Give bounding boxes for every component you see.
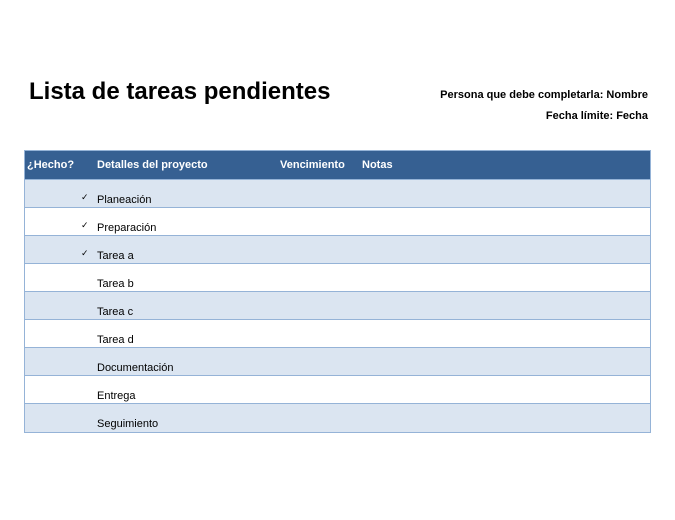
table-row[interactable]: ✓ Planeación bbox=[25, 180, 650, 208]
due-date-line[interactable]: Fecha límite: Fecha bbox=[545, 110, 648, 122]
checkmark-icon[interactable]: ✓ bbox=[81, 192, 89, 202]
checkmark-icon[interactable]: ✓ bbox=[81, 248, 89, 258]
task-name: Preparación bbox=[97, 222, 157, 234]
header-done: ¿Hecho? bbox=[27, 159, 75, 171]
table-row[interactable]: Tarea d bbox=[25, 320, 650, 348]
table-row[interactable]: Entrega bbox=[25, 376, 650, 404]
header-project-details: Detalles del proyecto bbox=[97, 159, 208, 171]
owner-line[interactable]: Persona que debe completarla: Nombre bbox=[440, 89, 648, 101]
task-name: Tarea a bbox=[97, 250, 134, 262]
task-name: Entrega bbox=[97, 390, 136, 402]
table-row[interactable]: Documentación bbox=[25, 348, 650, 376]
table-row[interactable]: Seguimiento bbox=[25, 404, 650, 432]
header-due-date: Vencimiento bbox=[280, 159, 345, 171]
task-table: ¿Hecho? Detalles del proyecto Vencimient… bbox=[24, 150, 651, 433]
task-name: Planeación bbox=[97, 194, 152, 206]
table-row[interactable]: Tarea c bbox=[25, 292, 650, 320]
checkmark-icon[interactable]: ✓ bbox=[81, 220, 89, 230]
header-notes: Notas bbox=[362, 159, 393, 171]
task-name: Tarea b bbox=[97, 278, 134, 290]
table-row[interactable]: ✓ Tarea a bbox=[25, 236, 650, 264]
table-row[interactable]: ✓ Preparación bbox=[25, 208, 650, 236]
table-row[interactable]: Tarea b bbox=[25, 264, 650, 292]
task-name: Seguimiento bbox=[97, 418, 159, 430]
task-rows: ✓ Planeación ✓ Preparación ✓ Tarea a Tarea b Ta… bbox=[25, 180, 650, 432]
table-header-row: ¿Hecho? Detalles del proyecto Vencimient… bbox=[25, 151, 650, 180]
page-title: Lista de tareas pendientes bbox=[29, 78, 331, 105]
task-name: Tarea d bbox=[97, 334, 134, 346]
task-name: Tarea c bbox=[97, 306, 134, 318]
task-name: Documentación bbox=[97, 362, 174, 374]
